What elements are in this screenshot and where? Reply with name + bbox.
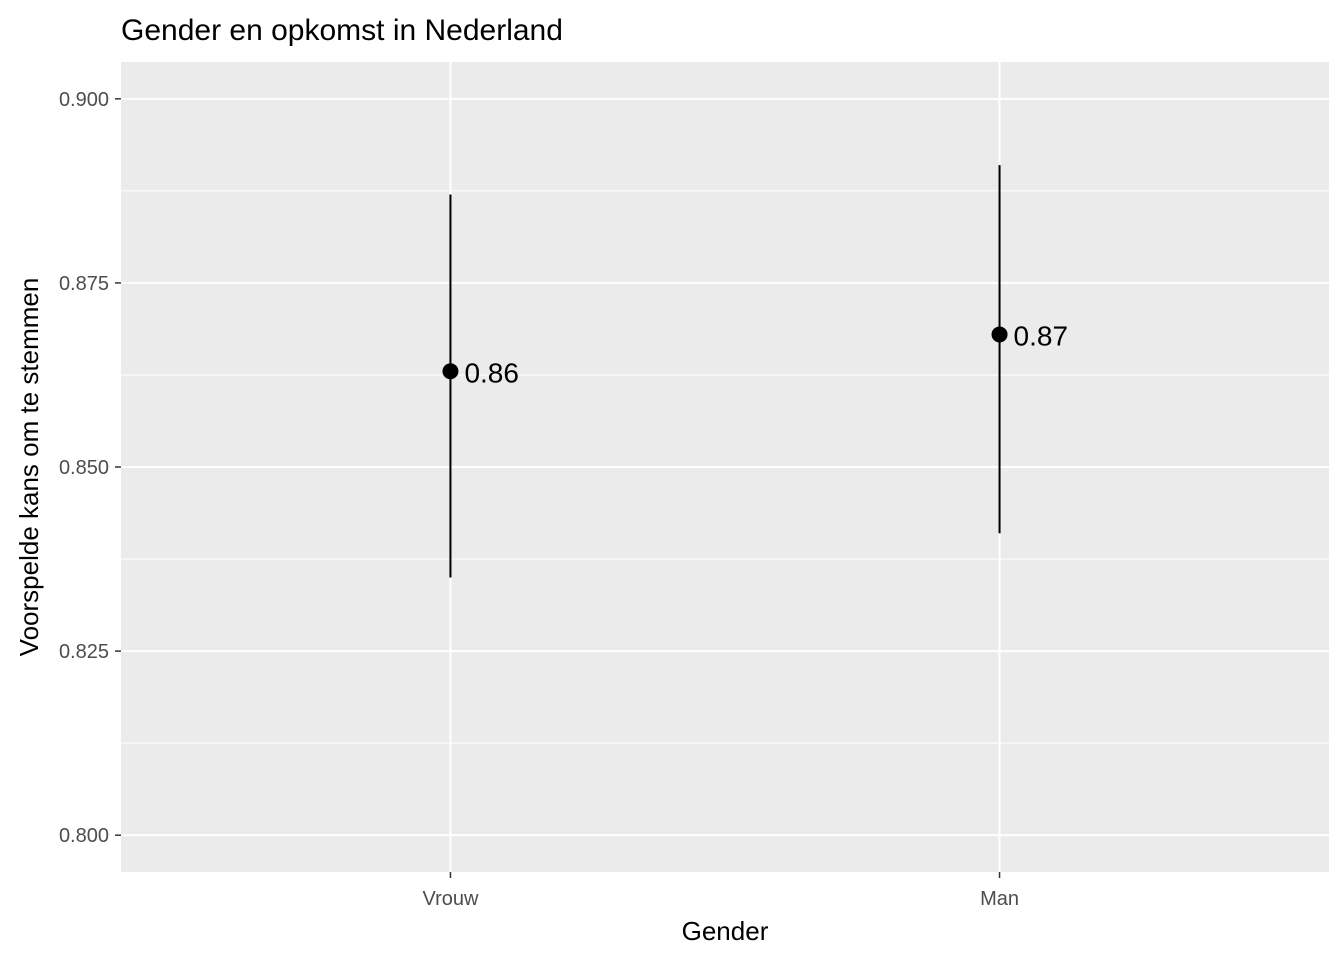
x-axis-title: Gender [682,916,769,946]
data-label: 0.87 [1014,320,1068,351]
y-tick-label: 0.825 [59,641,109,663]
x-tick-label: Man [980,888,1019,910]
data-point [442,363,459,380]
data-point [991,326,1008,343]
y-axis-title: Voorspelde kans om te stemmen [14,278,44,657]
marks-layer: 0.86 0.87 [442,165,1068,578]
x-tick-label: Vrouw [422,888,479,910]
y-axis: 0.800 0.825 0.850 0.875 0.900 [59,89,121,847]
y-tick-label: 0.900 [59,89,109,111]
y-tick-label: 0.875 [59,273,109,295]
chart-title: Gender en opkomst in Nederland [121,14,563,47]
y-tick-label: 0.850 [59,457,109,479]
x-axis: Vrouw Man [422,872,1019,910]
data-label: 0.86 [464,357,519,388]
y-tick-label: 0.800 [59,825,109,847]
